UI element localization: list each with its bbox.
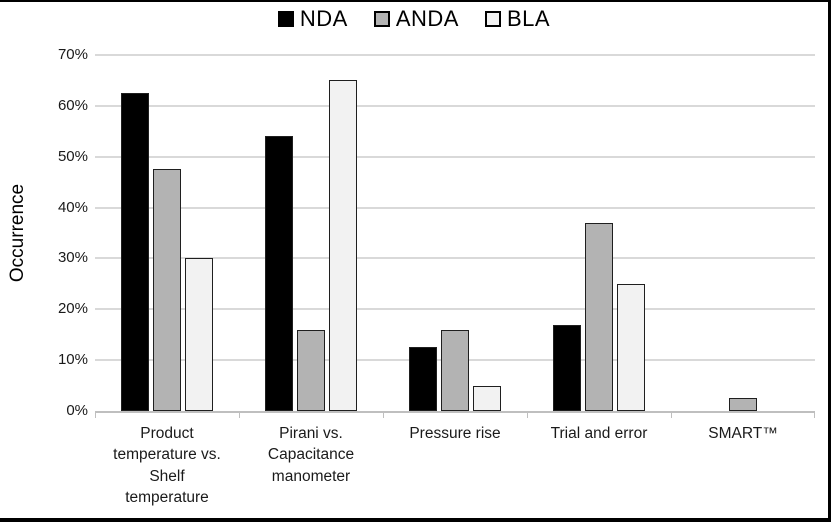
bar-nda <box>121 93 149 411</box>
x-label-slot: SMART™ <box>671 423 815 509</box>
bar-bla <box>617 283 645 411</box>
gridline <box>95 155 815 158</box>
gridline <box>95 54 815 56</box>
x-category-label: Pirani vs. Capacitance manometer <box>267 425 355 485</box>
y-tick-label: 20% <box>57 300 88 318</box>
x-label-slot: Trial and error <box>527 423 671 509</box>
bar-anda <box>297 329 325 411</box>
x-category-label: SMART™ <box>708 425 778 442</box>
category-boundary-tick <box>526 413 528 418</box>
y-axis-title: Occurrence <box>7 183 29 283</box>
legend-label-nda: NDA <box>299 6 348 31</box>
y-tick-label: 30% <box>57 249 88 267</box>
legend-item-anda: ANDA <box>373 6 459 32</box>
bar-bla <box>185 258 213 411</box>
bar-bla <box>329 80 357 411</box>
plot-area <box>94 54 815 418</box>
gridline <box>95 206 815 209</box>
y-tick-label: 10% <box>57 351 88 369</box>
legend-label-anda: ANDA <box>395 6 459 31</box>
x-label-slot: Product temperature vs. Shelf temperatur… <box>95 423 239 509</box>
anda-swatch-icon <box>373 11 390 27</box>
bla-swatch-icon <box>484 11 501 27</box>
legend-item-nda: NDA <box>277 6 348 32</box>
bar-group <box>239 55 383 411</box>
bar-nda <box>409 347 437 411</box>
category-boundary-tick <box>382 413 384 418</box>
category-boundary-tick <box>814 413 815 418</box>
gridline <box>95 257 815 260</box>
x-label-slot: Pirani vs. Capacitance manometer <box>239 423 383 509</box>
x-label-slot: Pressure rise <box>383 423 527 509</box>
bar-group <box>671 55 815 411</box>
bar-anda <box>729 398 757 411</box>
y-tick-label: 40% <box>57 198 88 216</box>
bar-anda <box>585 222 613 411</box>
bar-group <box>383 55 527 411</box>
y-axis-title-wrap: Occurrence <box>0 55 36 411</box>
bar-group <box>527 55 671 411</box>
bar-anda <box>153 169 181 411</box>
category-boundary-tick <box>238 413 240 418</box>
bar-group <box>95 55 239 411</box>
bar-anda <box>441 329 469 411</box>
y-tick-label: 0% <box>66 402 88 419</box>
legend-item-bla: BLA <box>484 6 551 32</box>
category-boundary-tick <box>94 413 96 418</box>
y-tick-label: 60% <box>57 96 88 114</box>
bar-nda <box>553 324 581 411</box>
legend: NDA ANDA BLA <box>0 4 828 34</box>
category-boundary-tick <box>670 413 672 418</box>
gridline <box>95 104 815 107</box>
x-category-label: Trial and error <box>550 425 648 442</box>
bar-nda <box>265 136 293 411</box>
y-tick-label: 70% <box>57 46 88 63</box>
x-axis-category-labels: Product temperature vs. Shelf temperatur… <box>95 423 815 509</box>
y-axis-tick-labels: 0% 10% 20% 30% 40% 50% 60% 70% <box>36 46 88 419</box>
x-category-label: Pressure rise <box>409 425 501 442</box>
x-category-label: Product temperature vs. Shelf temperatur… <box>113 425 221 507</box>
gridline <box>95 308 815 311</box>
bar-bla <box>473 385 501 411</box>
nda-swatch-icon <box>277 11 294 27</box>
legend-label-bla: BLA <box>506 6 551 31</box>
y-tick-label: 50% <box>57 147 88 165</box>
